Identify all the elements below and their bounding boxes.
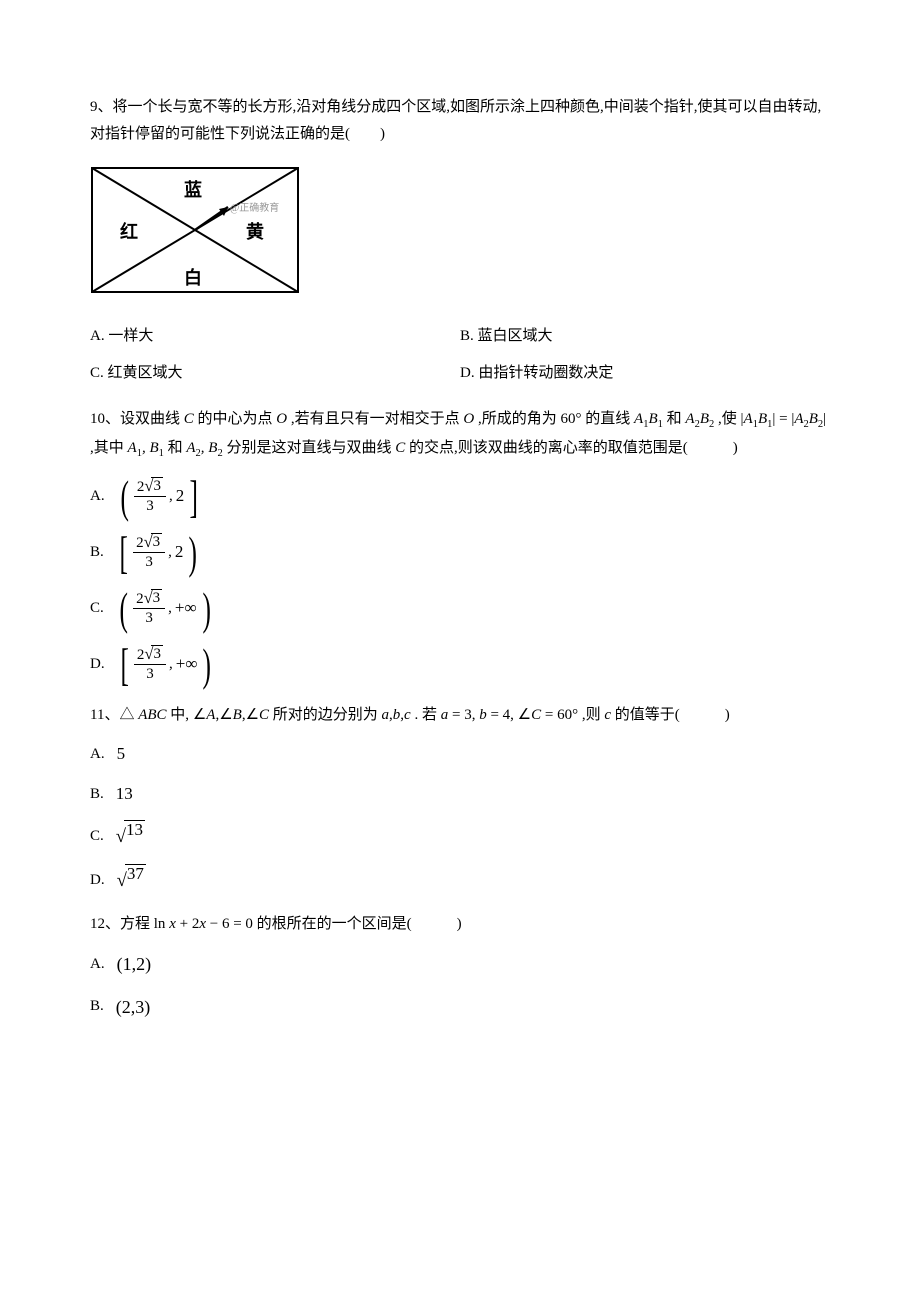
q11-t2: 中,	[167, 707, 193, 723]
q12-A-val: (1,2)	[117, 948, 152, 980]
q11-angC: ∠C	[246, 707, 269, 723]
q11-ABC: ABC	[138, 707, 166, 723]
q10-angle: 60°	[561, 411, 582, 427]
q10-t1: 10、设双曲线	[90, 411, 184, 427]
q12-t2: 的根所在的一个区间是( )	[253, 916, 462, 932]
q11-t5: ,则	[578, 707, 604, 723]
q10-C2: C	[395, 440, 405, 456]
q12-opt-B: B.(2,3)	[90, 991, 830, 1023]
opt-letter: B.	[90, 539, 104, 566]
q9-opt-B: B. 蓝白区域大	[460, 323, 830, 350]
q10-and2: 和	[164, 440, 187, 456]
opt-letter: C.	[90, 595, 104, 622]
q11-angA: ∠A	[193, 707, 216, 723]
q9-label-top: 蓝	[184, 174, 202, 206]
q11-a: a	[382, 707, 390, 723]
q11-C-val: √13	[116, 820, 145, 854]
q12-t1: 12、方程	[90, 916, 154, 932]
q10-O2: O	[463, 411, 474, 427]
q9-options: A. 一样大 B. 蓝白区域大 C. 红黄区域大 D. 由指针转动圈数决定	[90, 318, 830, 392]
q11-c: c	[404, 707, 411, 723]
q10-t9: 的交点,则该双曲线的离心率的取值范围是( )	[405, 440, 738, 456]
q11-opt-C: C.√13	[90, 820, 830, 854]
q10-t2: 的中心为点	[194, 411, 277, 427]
q11-t6: 的值等于( )	[611, 707, 730, 723]
q12-opt-A: A.(1,2)	[90, 948, 830, 980]
q9-watermark: @正确教育	[230, 200, 279, 218]
q12-stem: 12、方程 ln x + 2x − 6 = 0 的根所在的一个区间是( )	[90, 911, 830, 938]
q11-t1: 11、△	[90, 707, 138, 723]
q10-stem: 10、设双曲线 C 的中心为点 O ,若有且只有一对相交于点 O ,所成的角为 …	[90, 406, 830, 464]
q10-L2: A2B2	[685, 411, 714, 427]
q10-t4: ,所成的角为	[474, 411, 560, 427]
q12-x: x	[169, 916, 176, 932]
q10-options: A. (2√33,2] B. [2√33,2) C. (2√33,+∞) D. [2√33,+…	[90, 474, 830, 688]
q9-opt-C-text: 红黄区域大	[108, 365, 183, 381]
q9-label-left: 红	[120, 216, 138, 248]
q10-t5: 的直线	[582, 411, 635, 427]
q9-label-right: 黄	[246, 216, 264, 248]
q11-t3: 所对的边分别为	[269, 707, 382, 723]
q11-opt-D: D.√37	[90, 864, 830, 898]
q10-L1: A1B1	[634, 411, 663, 427]
q10-O: O	[276, 411, 287, 427]
interval-expr: [2√33,2)	[116, 530, 201, 576]
interval-expr: (2√33,2]	[117, 474, 202, 520]
interval-expr: (2√33,+∞)	[116, 586, 214, 632]
q12-B-val: (2,3)	[116, 991, 151, 1023]
q10-opt-D: D. [2√33,+∞)	[90, 642, 830, 688]
q11-A-val: 5	[117, 739, 126, 770]
q9-opt-B-text: 蓝白区域大	[478, 328, 553, 344]
q10-and: 和	[663, 411, 686, 427]
q10-t6: ,使	[714, 411, 740, 427]
q12-ln: ln	[154, 916, 166, 932]
q9-opt-A: A. 一样大	[90, 323, 460, 350]
opt-letter: A.	[90, 483, 105, 510]
q11-t4: . 若	[411, 707, 441, 723]
q10-opt-C: C. (2√33,+∞)	[90, 586, 830, 632]
q10-t7: ,其中	[90, 440, 128, 456]
q10-eq: |A1B1| = |A2B2|	[741, 411, 827, 427]
q9-opt-C: C. 红黄区域大	[90, 360, 460, 387]
q10-t3: ,若有且只有一对相交于点	[287, 411, 463, 427]
q11-stem: 11、△ ABC 中, ∠A,∠B,∠C 所对的边分别为 a,b,c . 若 a…	[90, 702, 830, 729]
q9-opt-D-text: 由指针转动圈数决定	[478, 365, 613, 381]
q11-angB: ∠B	[219, 707, 242, 723]
q9-opt-A-text: 一样大	[108, 328, 153, 344]
q11-D-val: √37	[117, 864, 146, 898]
q9-diagram: 蓝 红 黄 白 @正确教育	[90, 166, 300, 304]
q9-opt-D: D. 由指针转动圈数决定	[460, 360, 830, 387]
q10-C: C	[184, 411, 194, 427]
q11-opt-A: A.5	[90, 739, 830, 770]
q10-opt-B: B. [2√33,2)	[90, 530, 830, 576]
q10-pair2: A2, B2	[186, 440, 222, 456]
q9-stem: 9、将一个长与宽不等的长方形,沿对角线分成四个区域,如图所示涂上四种颜色,中间装…	[90, 94, 830, 148]
q11-opt-B: B.13	[90, 779, 830, 810]
q9-label-bottom: 白	[184, 262, 202, 294]
opt-letter: D.	[90, 651, 105, 678]
q10-pair1: A1, B1	[128, 440, 164, 456]
q10-t8: 分别是这对直线与双曲线	[223, 440, 396, 456]
q11-B-val: 13	[116, 779, 133, 810]
q10-opt-A: A. (2√33,2]	[90, 474, 830, 520]
interval-expr: [2√33,+∞)	[117, 642, 215, 688]
q11-b: b	[393, 707, 401, 723]
